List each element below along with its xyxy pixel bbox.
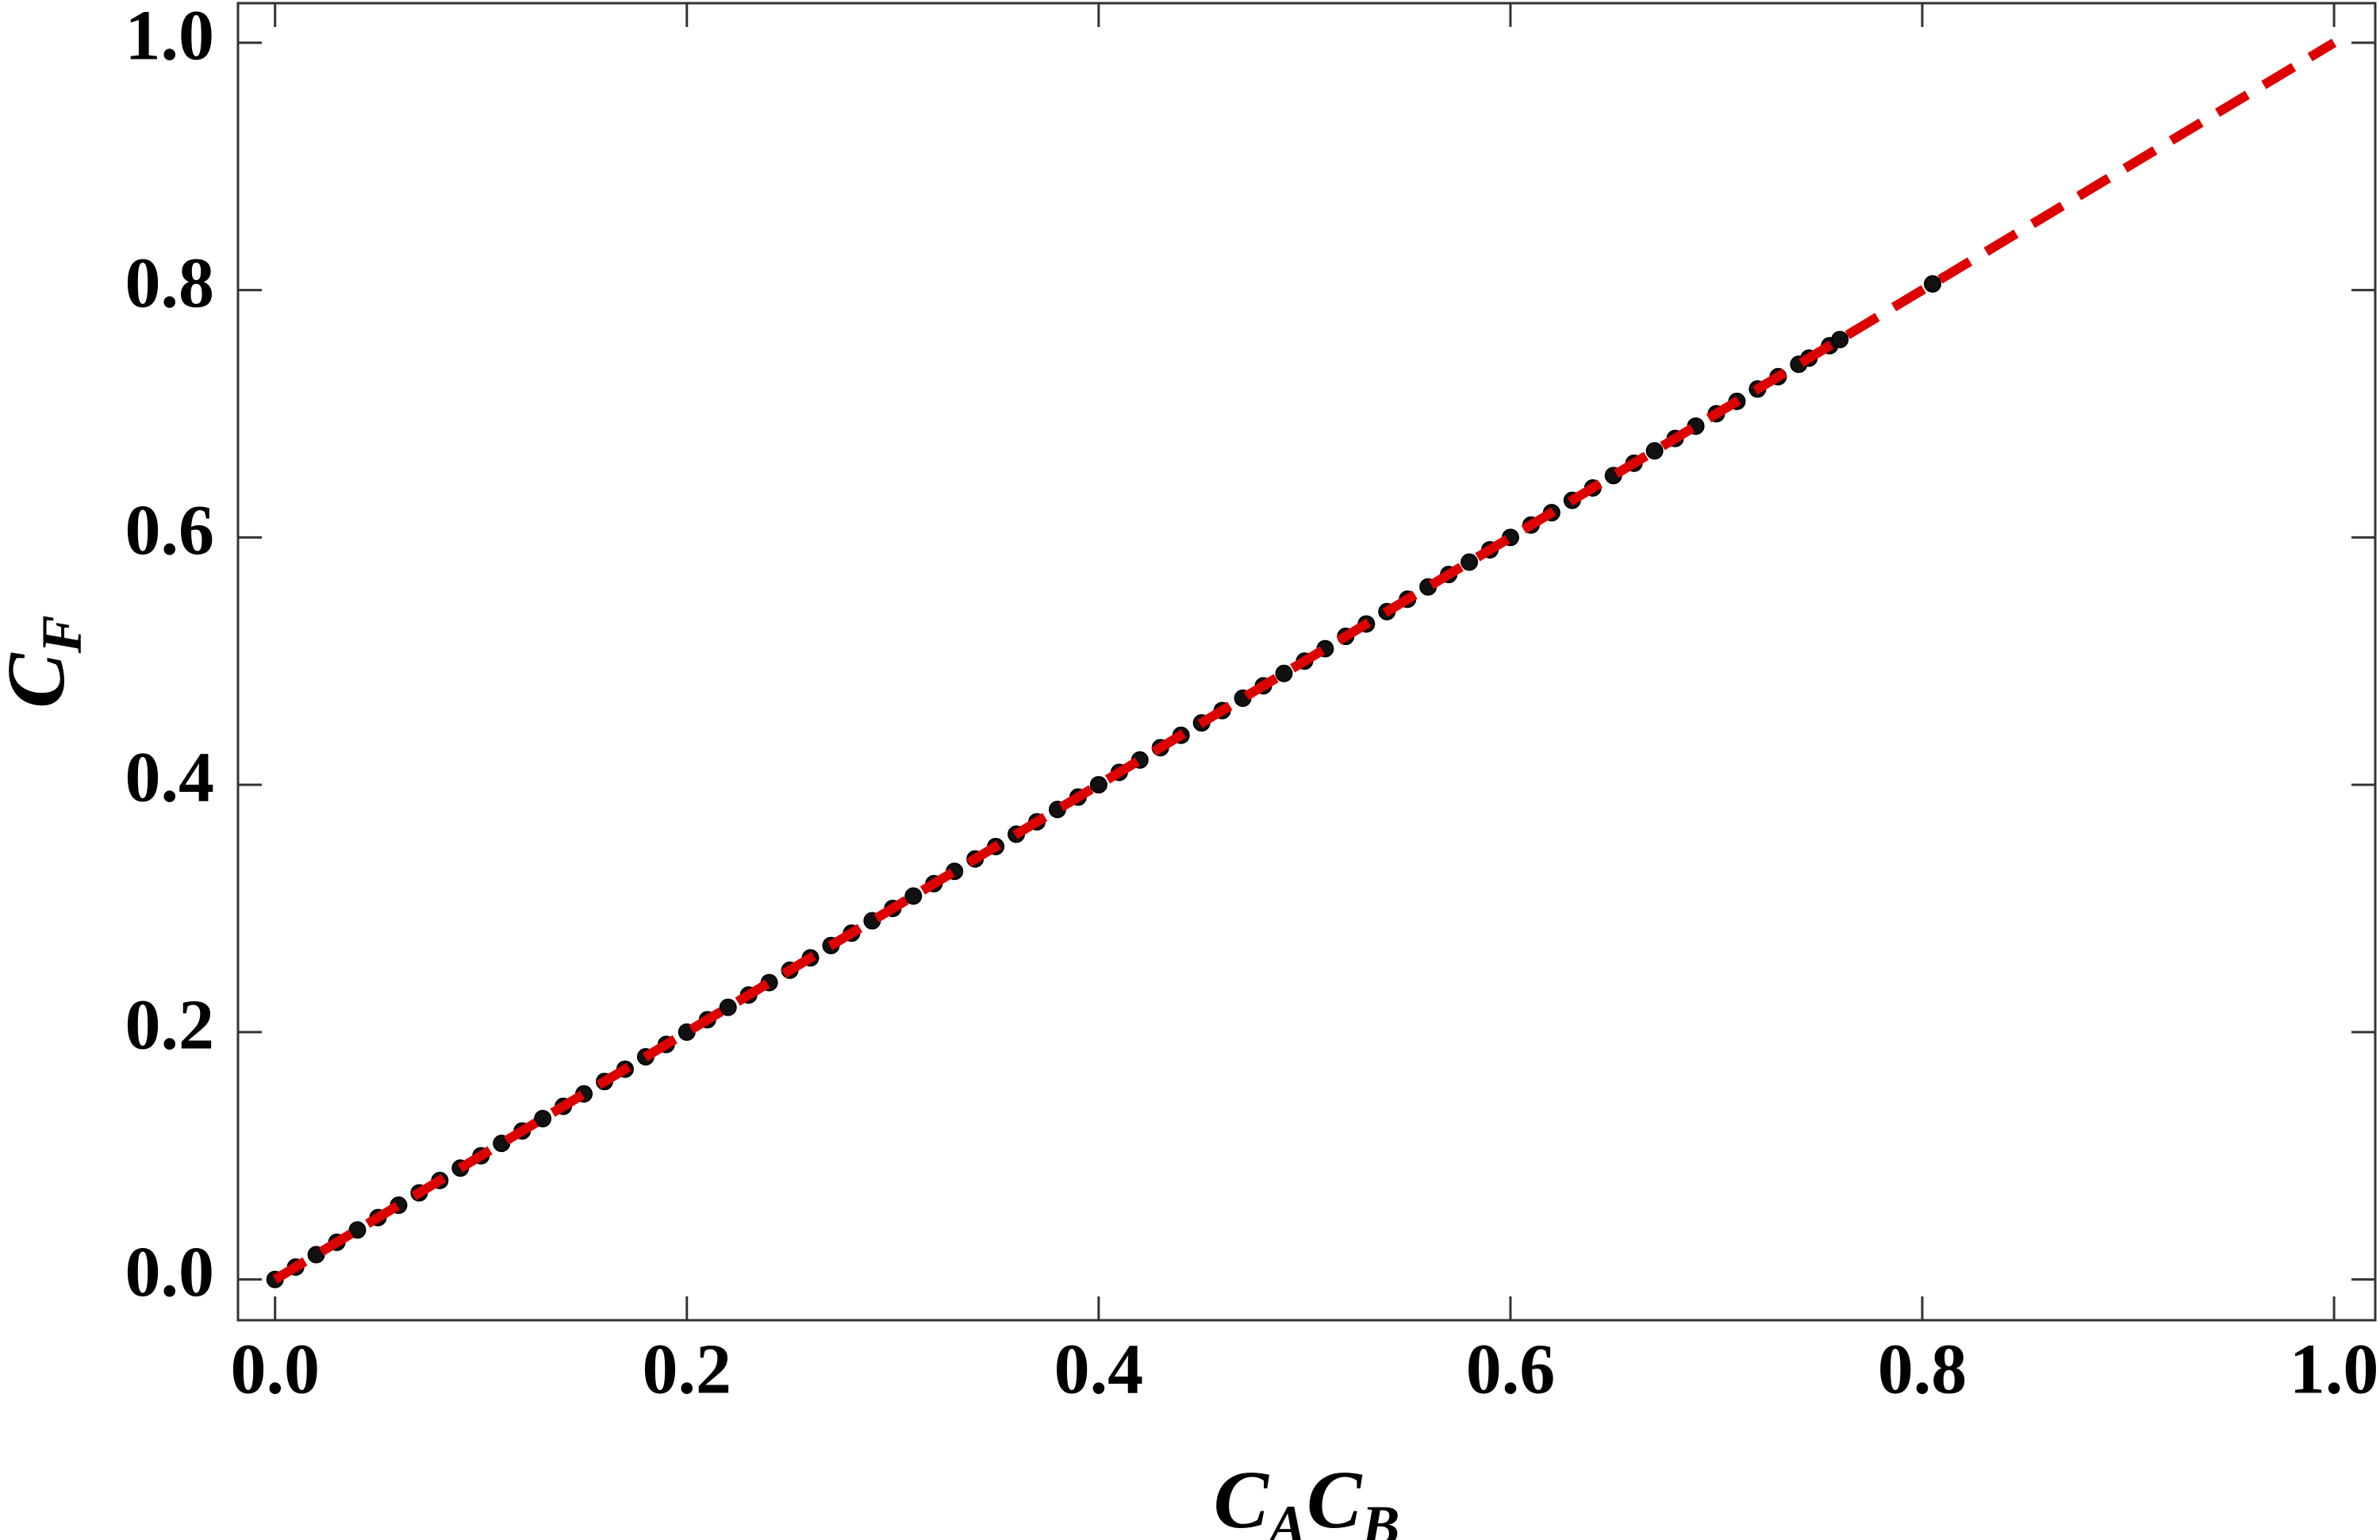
y-tick-label: 0.0 (125, 1233, 215, 1311)
y-tick-label: 0.6 (125, 491, 215, 570)
data-point (348, 1221, 367, 1239)
data-point (1461, 553, 1479, 571)
x-tick-label: 1.0 (2290, 1331, 2379, 1409)
y-tick-label: 1.0 (125, 0, 215, 75)
data-point (719, 998, 737, 1016)
y-tick-label: 0.4 (125, 739, 215, 817)
x-tick-label: 0.4 (1054, 1331, 1144, 1409)
x-tick-label: 0.0 (230, 1331, 320, 1409)
data-point (1089, 776, 1107, 794)
data-point (1645, 442, 1664, 460)
data-point (904, 887, 923, 905)
data-point (1923, 275, 1941, 293)
x-tick-label: 0.2 (643, 1331, 732, 1409)
plot-frame (236, 2, 2377, 1322)
data-point (534, 1109, 552, 1127)
reference-line (272, 38, 2337, 1284)
data-point (1275, 664, 1293, 682)
y-tick-label: 0.2 (125, 985, 215, 1064)
y-tick-label: 0.8 (125, 244, 215, 322)
x-tick-label: 0.6 (1466, 1331, 1556, 1409)
y-axis-label: CF (0, 615, 94, 708)
x-axis-label: CACB (1214, 1454, 1400, 1540)
data-point (1831, 330, 1849, 348)
x-tick-label: 0.8 (1878, 1331, 1967, 1409)
